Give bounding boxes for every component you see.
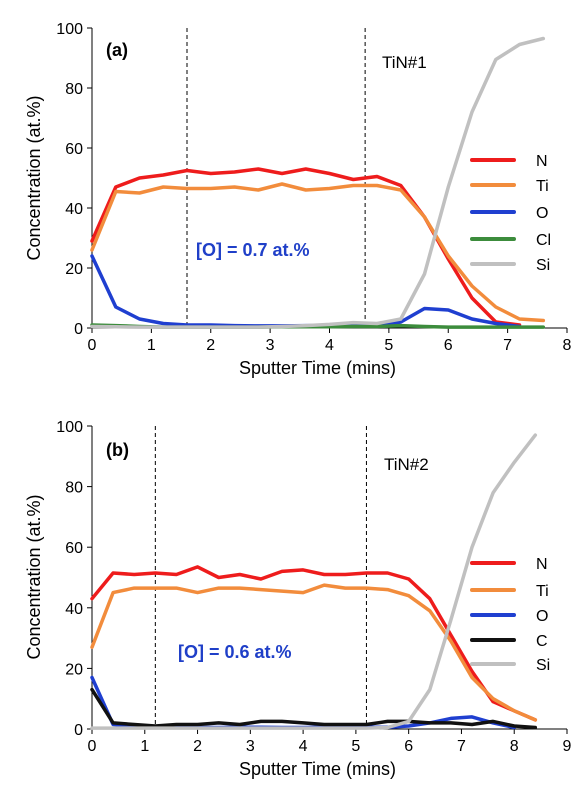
legend-label-ti: Ti — [536, 178, 549, 195]
oxygen-annotation: [O] = 0.6 at.% — [178, 642, 292, 662]
y-tick-label: 40 — [65, 601, 83, 618]
panel-label: (b) — [106, 440, 129, 460]
chart-panel-2: 0 20 40 60 80 100 0 1 2 3 4 5 6 7 8 9 Sputter Time (mins… — [24, 419, 572, 779]
x-tick-label: 7 — [503, 337, 512, 354]
x-tick-label: 2 — [193, 738, 202, 755]
y-axis-label: Concentration (at.%) — [24, 494, 44, 659]
series-line-n — [90, 167, 522, 327]
x-tick-label: 2 — [206, 337, 215, 354]
y-tick-label: 40 — [65, 201, 83, 218]
y-tick-label: 0 — [74, 321, 83, 338]
legend-label-o: O — [536, 608, 548, 625]
series-line-si — [90, 36, 546, 329]
legend-label-si: Si — [536, 257, 550, 274]
oxygen-annotation: [O] = 0.7 at.% — [196, 240, 310, 260]
x-tick-label: 1 — [147, 337, 156, 354]
x-tick-label: 8 — [510, 738, 519, 755]
y-tick-label: 100 — [56, 419, 83, 436]
x-tick-label: 5 — [384, 337, 393, 354]
y-tick-label: 0 — [74, 722, 83, 739]
x-tick-label: 8 — [563, 337, 572, 354]
x-axis-label: Sputter Time (mins) — [239, 759, 396, 779]
y-tick-label: 60 — [65, 141, 83, 158]
x-tick-label: 3 — [266, 337, 275, 354]
x-tick-label: 0 — [88, 337, 97, 354]
x-tick-label: 3 — [246, 738, 255, 755]
x-tick-label: 9 — [563, 738, 572, 755]
legend-label-o: O — [536, 205, 548, 222]
legend-label-cl: Cl — [536, 232, 551, 249]
sample-label: TiN#1 — [382, 53, 427, 72]
x-tick-label: 5 — [351, 738, 360, 755]
x-tick-label: 0 — [88, 738, 97, 755]
legend-label-si: Si — [536, 657, 550, 674]
x-axis-label: Sputter Time (mins) — [239, 358, 396, 378]
chart-panel-1: 0 20 40 60 80 100 0 1 2 3 4 5 6 7 8 Sputter Time (mins)… — [24, 21, 572, 378]
x-tick-label: 7 — [457, 738, 466, 755]
legend-label-c: C — [536, 633, 548, 650]
y-tick-label: 80 — [65, 480, 83, 497]
series-line-ti — [90, 182, 546, 323]
y-tick-label: 60 — [65, 540, 83, 557]
x-tick-label: 1 — [140, 738, 149, 755]
panel-label: (a) — [106, 40, 128, 60]
x-tick-label: 6 — [404, 738, 413, 755]
x-tick-label: 4 — [299, 738, 308, 755]
series-line-n — [90, 565, 538, 722]
x-tick-label: 6 — [444, 337, 453, 354]
series-line-ti — [90, 583, 538, 722]
series-line-si — [90, 433, 538, 730]
y-axis-label: Concentration (at.%) — [24, 95, 44, 260]
sample-label: TiN#2 — [384, 455, 429, 474]
x-tick-label: 4 — [325, 337, 334, 354]
series-line-c — [90, 687, 538, 730]
legend-label-n: N — [536, 556, 548, 573]
y-tick-label: 20 — [65, 661, 83, 678]
y-tick-label: 80 — [65, 81, 83, 98]
legend-label-ti: Ti — [536, 583, 549, 600]
y-tick-label: 20 — [65, 261, 83, 278]
y-tick-label: 100 — [56, 21, 83, 38]
legend-label-n: N — [536, 153, 548, 170]
